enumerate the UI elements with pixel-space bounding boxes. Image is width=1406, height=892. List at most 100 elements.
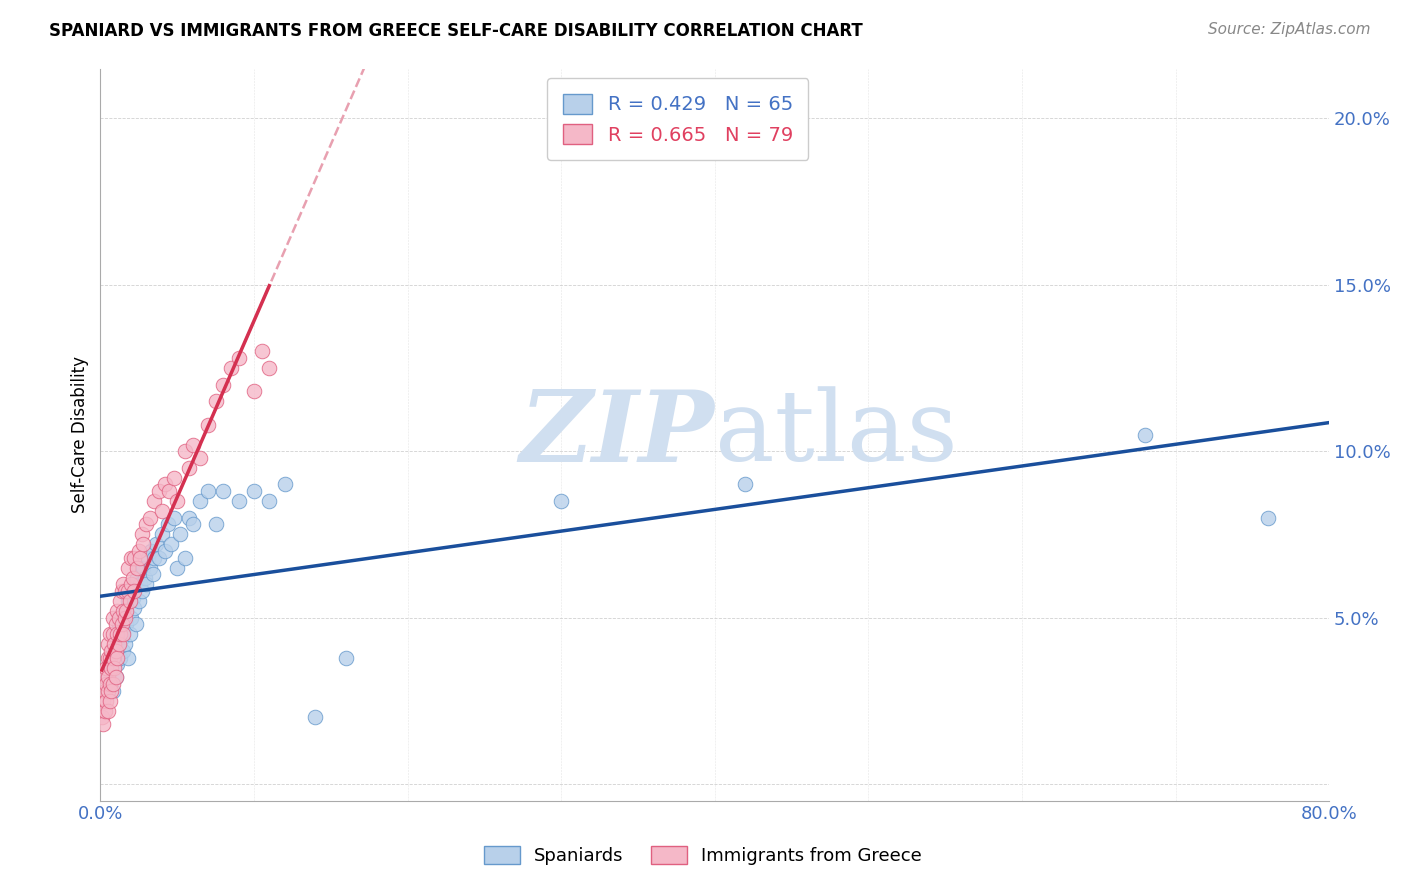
Point [142,567,165,582]
Point [148,484,170,499]
Point [138,510,160,524]
Point [107,637,129,651]
Point [122,600,145,615]
Point [120,610,142,624]
Point [304,710,326,724]
Point [197,484,219,499]
Point [107,610,129,624]
Point [117,594,139,608]
Point [188,450,211,465]
Point [128,594,150,608]
Point [156,517,179,532]
Point [94,704,117,718]
Point [112,627,135,641]
Point [103,650,125,665]
Point [181,517,204,532]
Point [112,577,135,591]
Point [97,671,120,685]
Point [105,657,128,672]
Point [335,650,357,665]
Point [100,683,122,698]
Point [150,527,173,541]
Point [118,627,141,641]
Point [120,550,142,565]
Point [120,584,142,599]
Point [128,544,150,558]
Point [145,537,167,551]
Point [159,484,181,499]
Point [135,517,157,532]
Point [111,584,134,599]
Point [166,494,188,508]
Point [114,604,136,618]
Point [139,544,162,558]
Point [94,683,117,698]
Point [204,517,226,532]
Point [122,584,145,599]
Point [212,484,235,499]
Point [100,660,122,674]
Point [169,527,191,541]
Point [112,644,135,658]
Point [104,644,127,658]
Point [101,627,124,641]
Point [98,627,121,641]
Point [100,660,122,674]
Point [107,617,129,632]
Point [153,544,176,558]
Point [734,477,756,491]
Point [111,617,134,632]
Point [129,550,152,565]
Point [160,537,183,551]
Point [105,604,128,618]
Point [122,577,145,591]
Point [114,637,136,651]
Point [107,637,129,651]
Point [100,644,122,658]
Point [204,394,226,409]
Point [97,683,120,698]
Point [136,550,159,565]
Point [121,591,143,605]
Point [118,594,141,608]
Point [98,694,121,708]
Point [115,617,138,632]
Point [101,650,124,665]
Point [97,637,120,651]
Point [228,351,250,365]
Text: Source: ZipAtlas.com: Source: ZipAtlas.com [1208,22,1371,37]
Point [93,717,115,731]
Point [97,704,120,718]
Point [96,694,118,708]
Point [143,550,166,565]
Point [138,560,160,574]
Point [110,594,132,608]
Point [179,460,201,475]
Point [110,627,132,641]
Point [122,550,145,565]
Point [117,584,139,599]
Point [228,494,250,508]
Point [143,494,166,508]
Point [97,650,120,665]
Point [111,631,134,645]
Point [135,577,157,591]
Point [132,537,155,551]
Point [114,584,136,599]
Point [173,444,195,458]
Point [163,471,186,485]
Point [163,510,186,524]
Point [97,671,120,685]
Point [1257,510,1279,524]
Point [117,650,139,665]
Point [153,477,176,491]
Point [112,624,135,638]
Point [259,494,281,508]
Text: atlas: atlas [714,386,957,483]
Point [134,571,156,585]
Point [1133,427,1156,442]
Point [243,384,266,399]
Point [131,584,153,599]
Point [98,677,121,691]
Point [212,377,235,392]
